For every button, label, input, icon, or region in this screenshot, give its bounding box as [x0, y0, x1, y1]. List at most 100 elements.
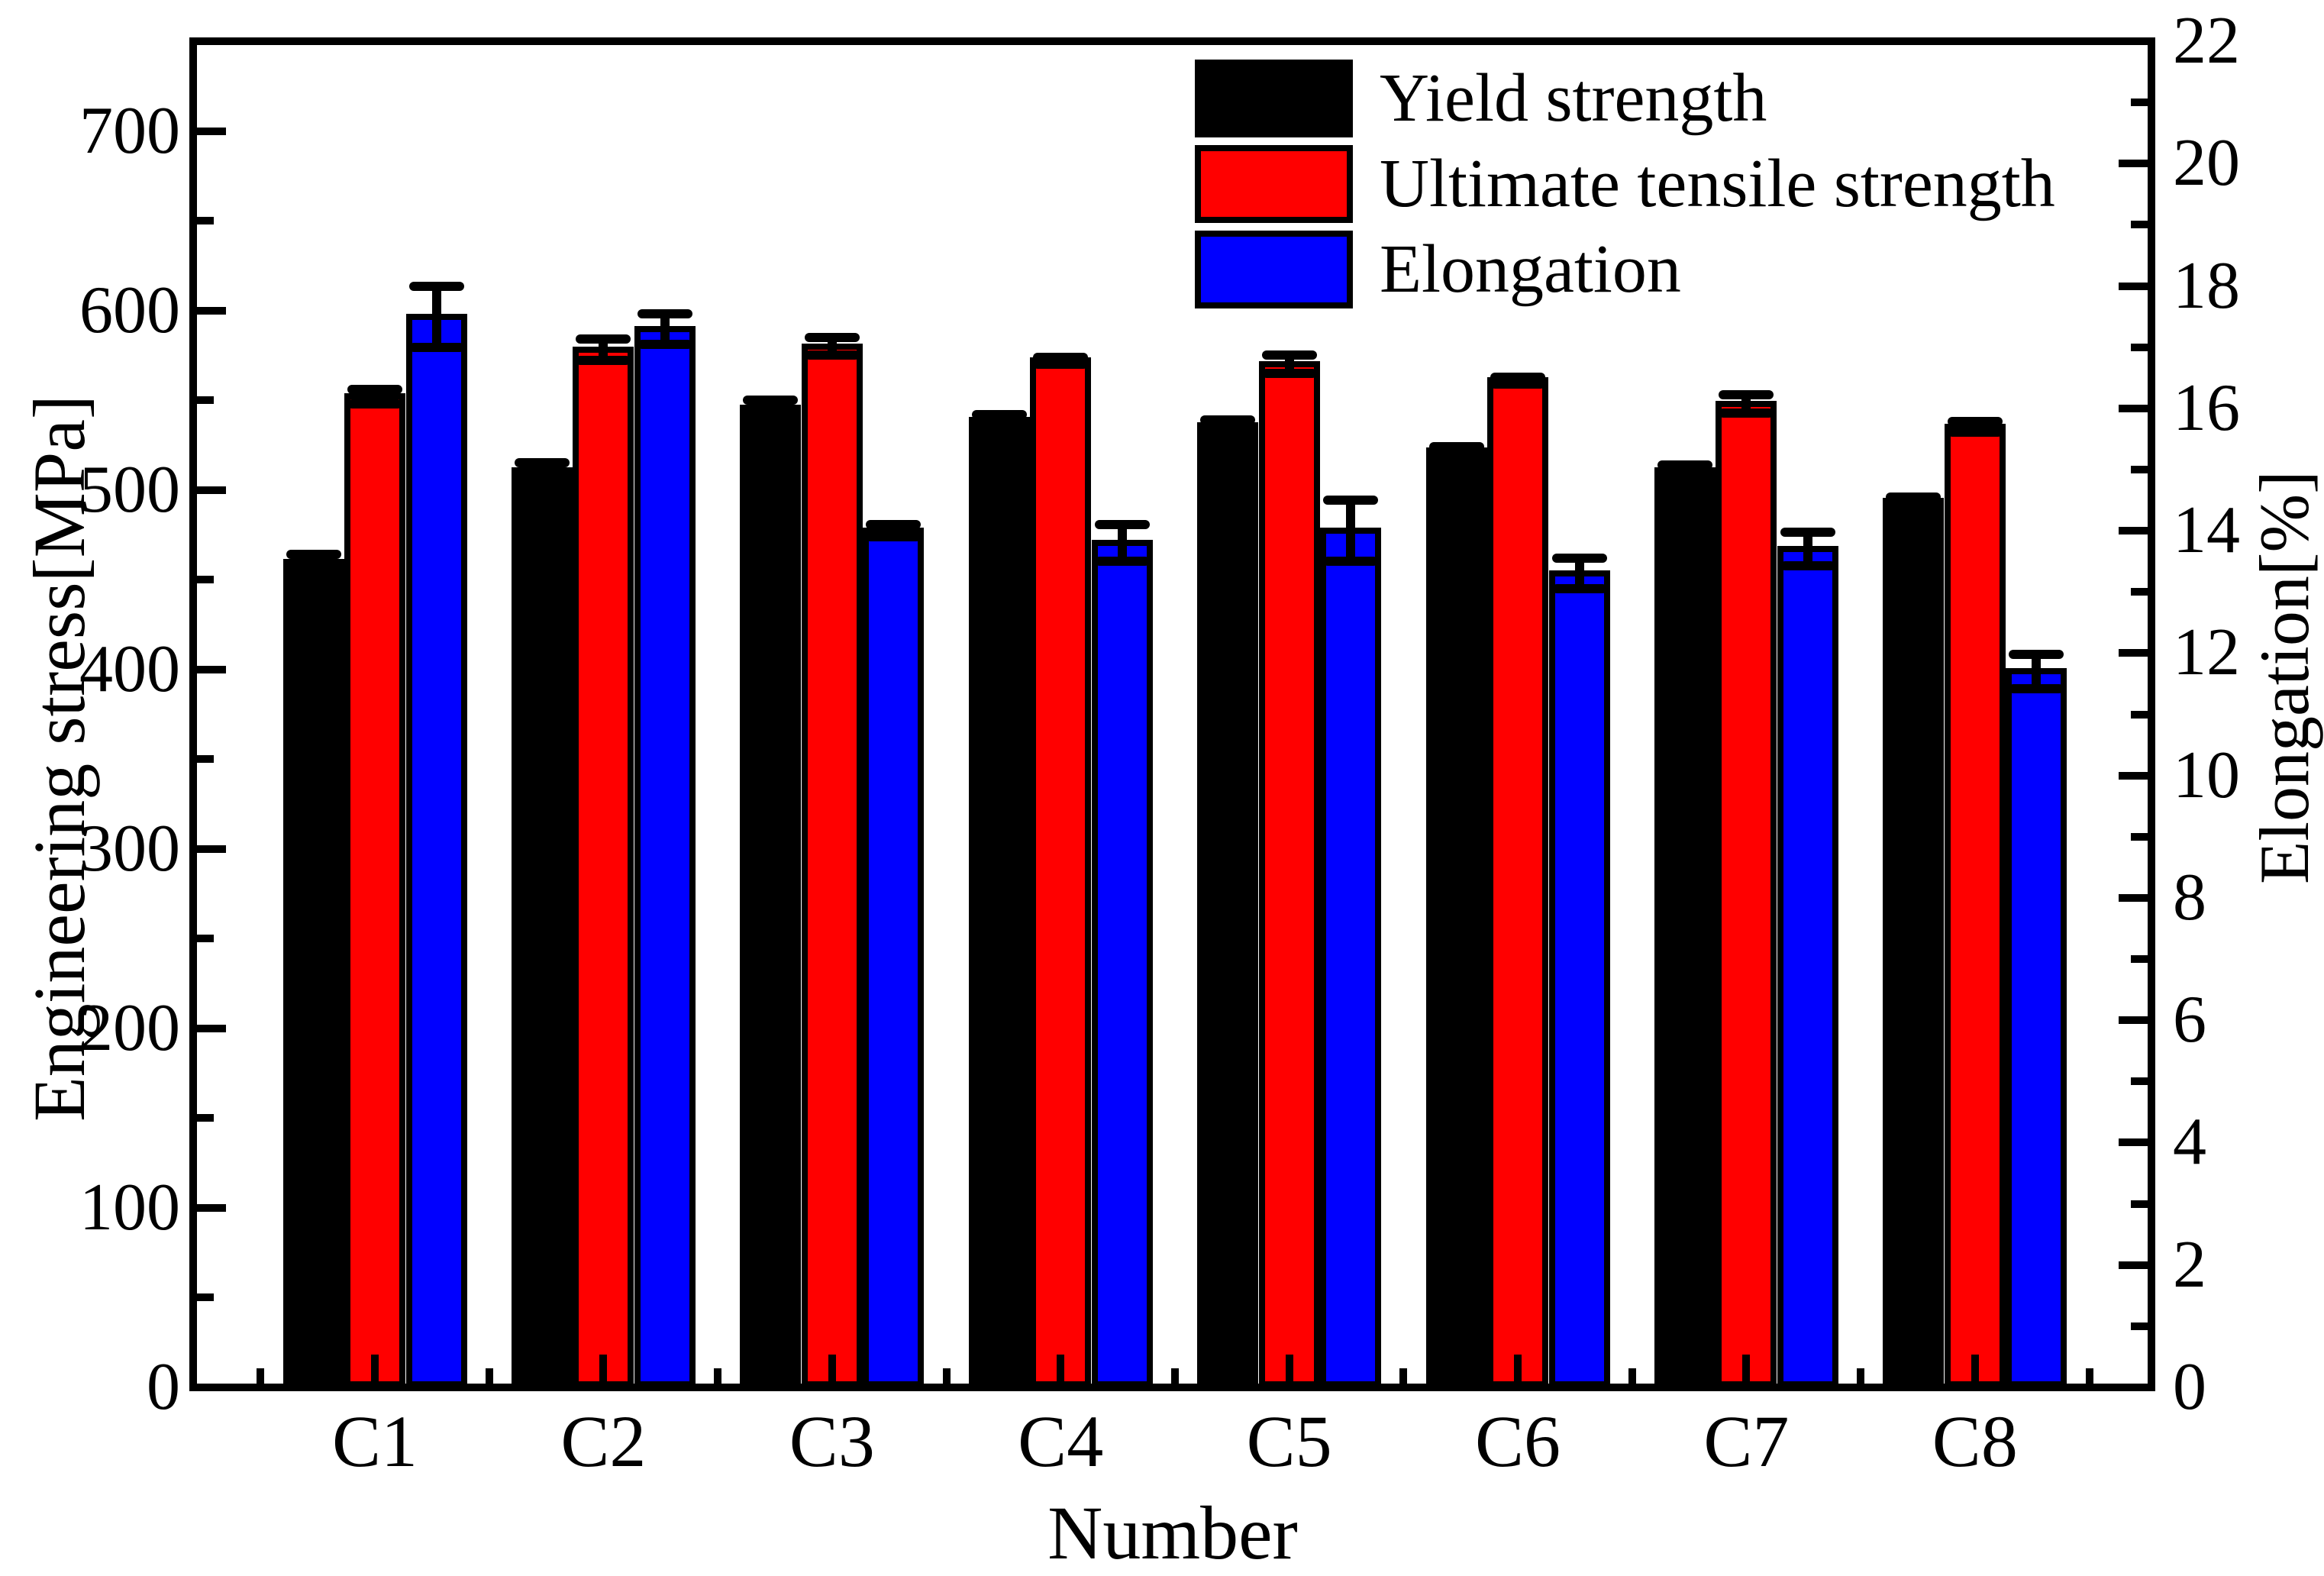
x-category-label: C5 [1246, 1400, 1332, 1482]
y-right-major-tick [2119, 527, 2148, 535]
x-minor-tick [257, 1368, 265, 1384]
errorbar-yield-strength-C3-upper-cap [743, 396, 799, 405]
errorbar-yield-strength-C8-upper-cap [1886, 492, 1942, 502]
bar-elongation-C5 [1320, 528, 1382, 1387]
y-left-minor-tick [197, 755, 214, 764]
errorbar-elongation-C1 [431, 286, 441, 347]
x-minor-tick [2085, 1368, 2093, 1384]
y-left-major-tick [197, 1024, 226, 1032]
y-right-tick-label: 16 [2173, 370, 2240, 445]
y-right-major-tick [2119, 282, 2148, 290]
errorbar-elongation-C8 [2032, 654, 2042, 689]
errorbar-yield-strength-C3-lower-cap [743, 409, 799, 419]
bar-yield-strength-C2 [511, 467, 573, 1387]
bar-elongation-C4 [1091, 540, 1153, 1387]
errorbar-elongation-C7 [1803, 532, 1812, 566]
x-major-tick [1514, 1355, 1522, 1384]
errorbar-yield-strength-C8-lower-cap [1886, 499, 1942, 509]
errorbar-ultimate-tensile-strength-C3-lower-cap [804, 350, 860, 360]
legend-swatch-ultimate-tensile-strength [1195, 145, 1353, 223]
errorbar-yield-strength-C7-upper-cap [1657, 460, 1712, 470]
y-right-major-tick [2119, 649, 2148, 657]
bar-ultimate-tensile-strength-C1 [344, 393, 405, 1387]
legend-label: Ultimate tensile strength [1380, 146, 2055, 221]
y-left-tick-label: 0 [147, 1350, 180, 1424]
errorbar-ultimate-tensile-strength-C4-lower-cap [1033, 360, 1089, 370]
y-left-tick-label: 300 [79, 811, 180, 886]
y-right-tick-label: 8 [2173, 860, 2206, 935]
y-right-minor-tick [2131, 588, 2148, 596]
x-category-label: C6 [1474, 1400, 1561, 1482]
y-right-minor-tick [2131, 710, 2148, 719]
y-right-tick-label: 12 [2173, 615, 2240, 690]
y-axis-title-left: Engineering stress[MPa] [18, 395, 100, 1122]
y-right-major-tick [2119, 404, 2148, 412]
errorbar-elongation-C2 [660, 313, 670, 344]
y-right-tick-label: 20 [2173, 126, 2240, 201]
x-major-tick [1057, 1355, 1065, 1384]
errorbar-ultimate-tensile-strength-C8-lower-cap [1947, 428, 2003, 438]
y-right-major-tick [2119, 771, 2148, 780]
bar-elongation-C2 [634, 325, 696, 1387]
y-left-minor-tick [197, 1293, 214, 1302]
errorbar-elongation-C2-lower-cap [637, 339, 692, 349]
bar-elongation-C3 [863, 528, 925, 1387]
y-left-tick-label: 600 [79, 273, 180, 347]
y-left-minor-tick [197, 1114, 214, 1122]
y-right-tick-label: 4 [2173, 1105, 2206, 1180]
errorbar-yield-strength-C4-lower-cap [971, 421, 1027, 431]
bar-ultimate-tensile-strength-C6 [1487, 377, 1548, 1387]
y-right-major-tick [2119, 1016, 2148, 1025]
x-minor-tick [1857, 1368, 1865, 1384]
errorbar-yield-strength-C5-lower-cap [1200, 426, 1256, 436]
y-left-tick-label: 200 [79, 990, 180, 1065]
bar-yield-strength-C1 [282, 558, 344, 1387]
bar-elongation-C8 [2006, 668, 2067, 1387]
y-right-minor-tick [2131, 832, 2148, 841]
y-right-minor-tick [2131, 1322, 2148, 1330]
errorbar-ultimate-tensile-strength-C6-upper-cap [1490, 372, 1545, 382]
y-left-tick-label: 700 [79, 93, 180, 168]
x-major-tick [599, 1355, 608, 1384]
x-category-label: C7 [1703, 1400, 1790, 1482]
y-right-major-tick [2119, 1138, 2148, 1147]
errorbar-yield-strength-C6-lower-cap [1428, 449, 1484, 459]
x-category-label: C1 [331, 1400, 418, 1482]
y-right-minor-tick [2131, 955, 2148, 964]
bar-ultimate-tensile-strength-C2 [573, 347, 634, 1387]
y-left-major-tick [197, 845, 226, 853]
y-right-minor-tick [2131, 465, 2148, 473]
bar-yield-strength-C5 [1197, 422, 1259, 1387]
errorbar-yield-strength-C4-upper-cap [971, 409, 1027, 419]
x-major-tick [1285, 1355, 1293, 1384]
errorbar-ultimate-tensile-strength-C5-upper-cap [1261, 350, 1317, 360]
errorbar-elongation-C7-upper-cap [1780, 528, 1835, 538]
x-minor-tick [714, 1368, 722, 1384]
errorbar-elongation-C1-upper-cap [408, 281, 464, 291]
y-left-minor-tick [197, 576, 214, 584]
y-right-major-tick [2119, 1261, 2148, 1269]
y-left-major-tick [197, 665, 226, 673]
y-right-tick-label: 2 [2173, 1227, 2206, 1302]
y-right-minor-tick [2131, 1077, 2148, 1086]
x-category-label: C8 [1932, 1400, 2018, 1482]
y-left-tick-label: 500 [79, 452, 180, 527]
y-left-major-tick [197, 127, 226, 135]
y-left-minor-tick [197, 396, 214, 405]
errorbar-ultimate-tensile-strength-C3-upper-cap [804, 332, 860, 342]
errorbar-yield-strength-C2-upper-cap [514, 458, 570, 468]
errorbar-elongation-C5-upper-cap [1323, 496, 1379, 505]
y-right-tick-label: 14 [2173, 493, 2240, 568]
errorbar-ultimate-tensile-strength-C1-upper-cap [347, 385, 402, 395]
bar-yield-strength-C6 [1425, 447, 1487, 1387]
errorbar-yield-strength-C1-upper-cap [286, 550, 341, 560]
errorbar-elongation-C6-upper-cap [1551, 554, 1607, 564]
bar-ultimate-tensile-strength-C5 [1258, 361, 1320, 1387]
errorbar-yield-strength-C5-upper-cap [1200, 415, 1256, 425]
y-right-tick-label: 6 [2173, 983, 2206, 1058]
y-left-minor-tick [197, 935, 214, 943]
y-right-major-tick [2119, 160, 2148, 168]
y-right-minor-tick [2131, 1200, 2148, 1208]
x-major-tick [828, 1355, 836, 1384]
